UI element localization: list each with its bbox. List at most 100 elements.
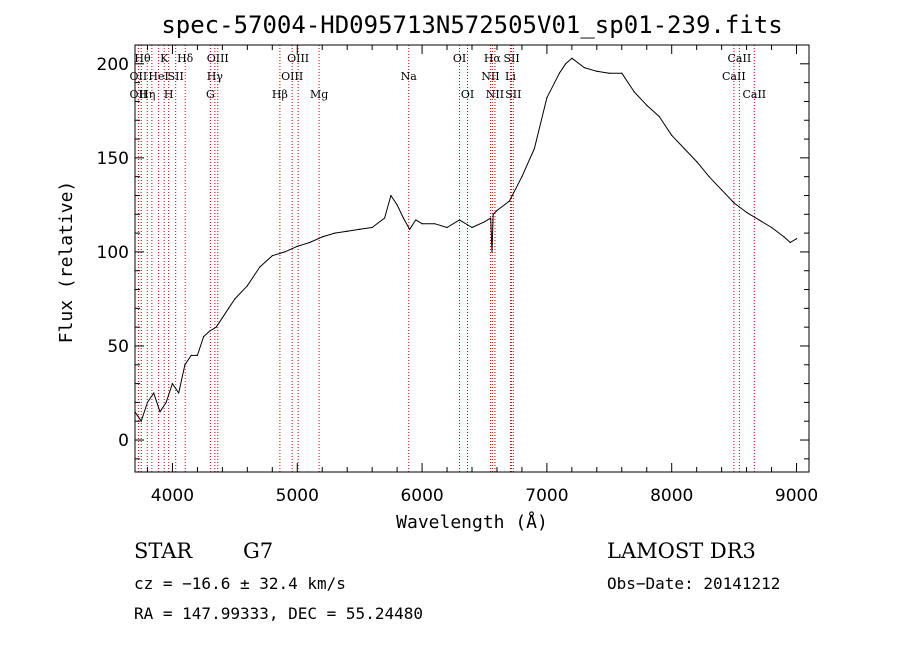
- coordinates: RA = 147.99333, DEC = 55.24480: [134, 604, 423, 623]
- data-point-31: [402, 217, 404, 219]
- data-point-52: [596, 70, 598, 72]
- data-point-36: [446, 226, 448, 229]
- data-point-35: [433, 223, 436, 225]
- data-point-38: [471, 226, 473, 229]
- data-point-68: [789, 241, 791, 244]
- data-point-28: [384, 217, 386, 219]
- survey-name: LAMOST DR3: [607, 539, 756, 563]
- line-label-15: NII: [481, 70, 499, 83]
- data-point-39: [483, 221, 486, 223]
- data-point-58: [671, 134, 673, 136]
- data-point-62: [721, 189, 723, 191]
- data-point-59: [683, 147, 685, 150]
- data-point-25: [346, 230, 348, 232]
- x-tick-label-2: 6000: [400, 486, 443, 506]
- data-point-9: [190, 354, 192, 356]
- line-label-2: Hδ: [177, 52, 194, 65]
- line-label-6: Hα: [484, 52, 502, 65]
- data-point-65: [758, 219, 760, 221]
- data-point-55: [633, 91, 635, 93]
- data-point-47: [546, 97, 548, 99]
- line-label-25: NII: [486, 88, 504, 101]
- line-label-8: CaII: [728, 52, 752, 65]
- data-point-5: [165, 401, 167, 404]
- data-point-60: [696, 161, 698, 163]
- data-point-67: [783, 236, 785, 238]
- line-label-19: Hη: [139, 88, 155, 101]
- data-point-24: [334, 232, 336, 234]
- data-point-63: [733, 202, 735, 204]
- data-point-2: [146, 401, 149, 404]
- y-tick-label-2: 100: [97, 243, 129, 263]
- obs-date: Obs−Date: 20141212: [607, 574, 781, 593]
- data-point-51: [583, 66, 585, 69]
- data-point-42: [492, 213, 494, 215]
- data-point-57: [658, 115, 660, 118]
- data-point-21: [296, 245, 298, 247]
- data-point-13: [215, 326, 217, 328]
- data-point-40: [490, 217, 492, 219]
- line-label-24: OI: [461, 88, 474, 101]
- line-label-17: CaII: [722, 70, 746, 83]
- data-point-30: [396, 204, 398, 206]
- line-label-14: Na: [401, 70, 418, 83]
- line-label-3: OIII: [207, 52, 229, 65]
- data-point-12: [209, 330, 211, 332]
- line-label-4: OIII: [287, 52, 309, 65]
- line-label-27: CaII: [742, 88, 766, 101]
- y-axis-label: Flux (relative): [56, 181, 77, 344]
- line-label-1: K: [160, 52, 169, 65]
- line-label-9: OII: [130, 70, 148, 83]
- y-tick-label-1: 50: [107, 337, 129, 357]
- line-label-11: SII: [168, 70, 184, 83]
- data-point-33: [415, 219, 417, 221]
- data-point-18: [259, 266, 261, 268]
- data-point-43: [496, 209, 498, 212]
- data-point-22: [309, 241, 311, 244]
- data-point-69: [795, 238, 798, 240]
- data-point-1: [140, 420, 142, 422]
- axis-ticks: 4000 5000 6000 7000 8000 9000 0 50 100 150 200: [97, 45, 818, 506]
- data-point-61: [708, 176, 710, 178]
- data-point-48: [558, 72, 560, 74]
- data-point-45: [521, 176, 523, 178]
- data-point-37: [458, 219, 461, 221]
- data-point-17: [246, 285, 248, 287]
- data-point-19: [271, 255, 273, 257]
- line-label-26: SII: [505, 88, 521, 101]
- line-label-0: Hθ: [134, 52, 151, 65]
- data-point-50: [571, 57, 573, 59]
- data-point-3: [153, 392, 155, 394]
- data-point-46: [533, 147, 536, 150]
- line-label-20: H: [164, 88, 174, 101]
- data-point-53: [608, 72, 610, 74]
- line-label-5: OI: [453, 52, 466, 65]
- chart-title: spec-57004-HD095713N572505V01_sp01-239.f…: [161, 11, 782, 39]
- object-class: STAR: [134, 539, 193, 563]
- x-tick-label-1: 5000: [276, 486, 319, 506]
- line-label-18: OII: [130, 88, 148, 101]
- line-label-10: HeI: [148, 70, 168, 83]
- x-tick-label-0: 4000: [151, 486, 194, 506]
- emission-line-markers: [137, 45, 755, 472]
- data-point-54: [621, 72, 623, 74]
- data-point-16: [234, 298, 236, 300]
- data-point-49: [565, 63, 567, 65]
- data-point-10: [196, 354, 199, 356]
- data-point-14: [221, 317, 223, 319]
- series-line-0: [134, 57, 797, 422]
- data-point-41: [491, 251, 493, 253]
- plot-frame: [134, 44, 810, 473]
- data-point-11: [203, 335, 205, 338]
- y-tick-label-0: 0: [118, 431, 129, 451]
- data-point-32: [408, 228, 411, 230]
- data-point-4: [159, 411, 161, 413]
- data-point-8: [184, 364, 186, 366]
- spectral-subclass: G7: [243, 539, 274, 563]
- x-tick-label-5: 9000: [775, 486, 818, 506]
- y-tick-label-4: 200: [97, 55, 129, 75]
- data-point-56: [646, 104, 648, 106]
- data-point-6: [171, 382, 174, 385]
